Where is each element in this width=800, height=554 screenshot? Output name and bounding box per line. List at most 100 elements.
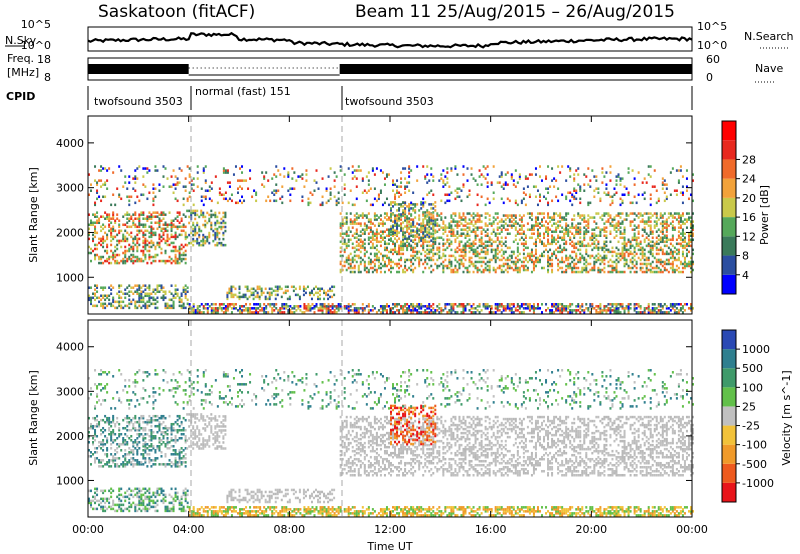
velocity-echo-cell [92, 443, 95, 446]
power-echo-cell [377, 266, 380, 270]
power-echo-cell [426, 219, 429, 222]
power-echo-cell [387, 232, 390, 235]
power-echo-cell [456, 173, 459, 176]
power-echo-cell [599, 303, 602, 306]
power-echo-cell [585, 224, 588, 227]
power-echo-cell [398, 237, 401, 240]
power-echo-cell [575, 169, 578, 172]
power-echo-cell [220, 221, 223, 225]
power-echo-cell [633, 270, 636, 274]
power-echo-cell [94, 253, 97, 257]
power-echo-cell [182, 253, 185, 257]
power-echo-cell [140, 223, 143, 227]
power-echo-cell [422, 305, 425, 308]
power-echo-cell [408, 165, 411, 168]
power-echo-cell [458, 220, 461, 223]
power-echo-cell [174, 217, 177, 220]
power-echo-cell [589, 311, 592, 314]
power-echo-cell [390, 264, 392, 268]
power-echo-cell [345, 260, 348, 264]
power-echo-cell [500, 303, 503, 306]
power-echo-cell [659, 262, 662, 266]
power-echo-cell [692, 248, 694, 252]
power-echo-cell [486, 165, 489, 168]
power-echo-cell [581, 303, 584, 306]
freq-left-tick-high: 18 [37, 53, 51, 66]
power-echo-cell [144, 243, 147, 247]
power-echo-cell [156, 290, 159, 293]
power-echo-cell [132, 261, 135, 265]
power-echo-cell [339, 212, 342, 215]
power-echo-cell [108, 255, 111, 259]
power-echo-cell [392, 242, 395, 246]
power-echo-cell [681, 311, 684, 314]
power-echo-cell [255, 191, 258, 194]
power-echo-cell [438, 228, 441, 231]
power-echo-cell [170, 221, 173, 225]
power-echo-cell [557, 220, 560, 223]
power-echo-cell [363, 228, 366, 231]
power-echo-cell [472, 177, 475, 180]
power-echo-cell [603, 270, 606, 274]
power-echo-cell [486, 224, 489, 227]
power-echo-cell [436, 248, 439, 252]
power-echo-cell [160, 219, 163, 222]
power-echo-cell [661, 181, 664, 184]
power-echo-cell [214, 303, 217, 306]
power-echo-cell [444, 258, 447, 262]
power-echo-cell [500, 248, 503, 252]
power-echo-cell [559, 311, 562, 314]
power-echo-cell [565, 254, 568, 258]
power-echo-cell [323, 303, 326, 306]
power-echo-cell [478, 238, 481, 242]
power-echo-cell [241, 179, 244, 182]
power-echo-cell [246, 287, 249, 291]
power-echo-cell [615, 309, 618, 312]
power-echo-cell [551, 270, 554, 274]
power-echo-cell [100, 298, 103, 302]
power-echo-cell [565, 240, 568, 244]
power-echo-cell [476, 183, 479, 186]
power-echo-cell [170, 292, 173, 296]
power-echo-cell [142, 259, 145, 263]
power-echo-cell [293, 307, 296, 310]
power-echo-cell [623, 193, 626, 197]
power-echo-cell [454, 240, 457, 244]
power-echo-cell [212, 239, 215, 243]
power-echo-cell [261, 307, 264, 310]
power-echo-cell [234, 307, 237, 310]
power-echo-cell [518, 238, 521, 242]
power-echo-cell [96, 284, 99, 287]
power-echo-cell [406, 268, 409, 272]
power-echo-cell [551, 236, 554, 240]
power-echo-cell [629, 240, 632, 244]
power-echo-cell [625, 242, 628, 246]
power-echo-cell [271, 303, 274, 306]
power-echo-cell [446, 246, 449, 250]
power-echo-cell [508, 224, 511, 227]
power-echo-cell [410, 201, 413, 205]
power-echo-cell [581, 214, 584, 217]
power-echo-cell [353, 220, 356, 223]
power-echo-cell [536, 236, 539, 240]
power-echo-cell [609, 216, 612, 219]
power-echo-cell [94, 292, 97, 296]
power-echo-cell [528, 309, 531, 312]
power-echo-cell [522, 197, 525, 201]
power-echo-cell [627, 171, 630, 174]
power-echo-cell [625, 260, 628, 264]
power-echo-cell [464, 234, 467, 238]
power-echo-cell [655, 212, 658, 215]
power-echo-cell [255, 309, 258, 312]
power-echo-cell [296, 293, 299, 297]
power-echo-cell [571, 224, 574, 227]
power-echo-cell [571, 244, 574, 248]
power-echo-cell [643, 197, 646, 201]
power-echo-cell [619, 252, 622, 256]
power-echo-cell [253, 189, 256, 192]
power-echo-cell [150, 302, 153, 306]
power-echo-cell [639, 248, 642, 252]
power-echo-cell [623, 309, 626, 312]
power-echo-cell [653, 307, 656, 310]
power-echo-cell [573, 179, 576, 182]
